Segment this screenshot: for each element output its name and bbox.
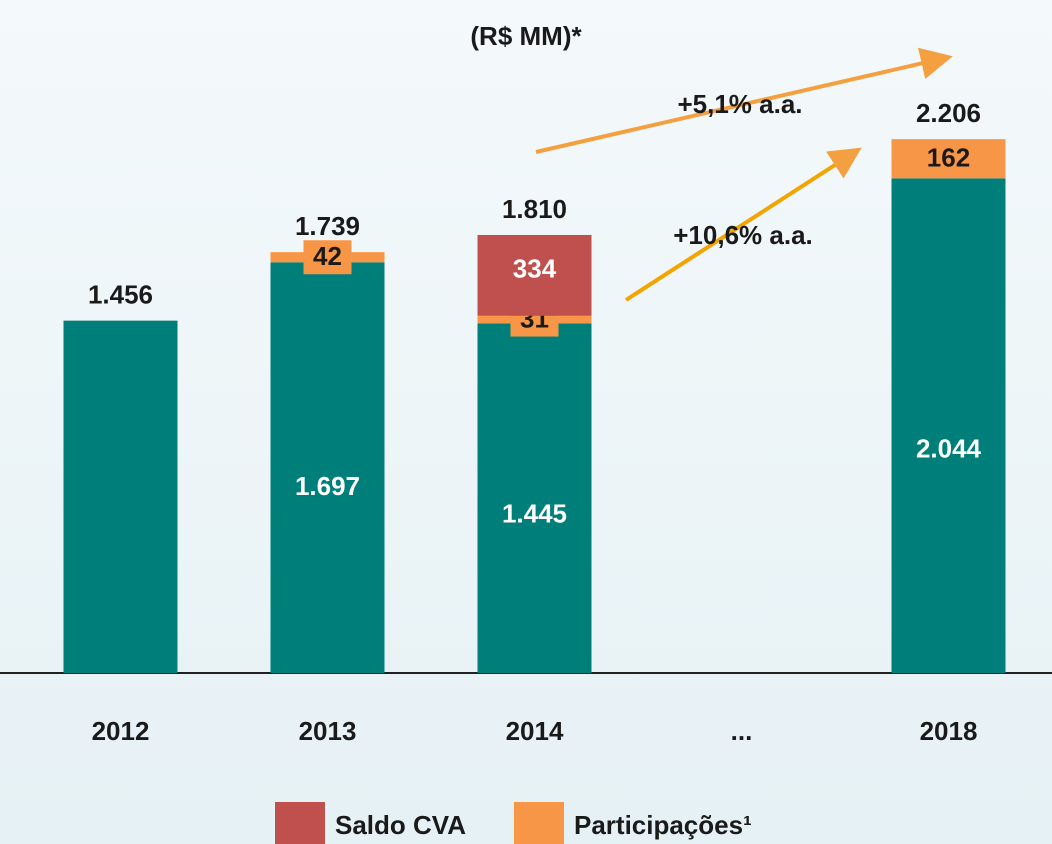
bar-segment	[892, 178, 1006, 673]
annotation: +10,6% a.a.	[673, 220, 813, 250]
bar-segment	[271, 262, 385, 673]
bar-segment	[64, 321, 178, 673]
value-label: 42	[313, 241, 342, 271]
annotation: +5,1% a.a.	[677, 89, 802, 119]
chart: (R$ MM)* +5,1% a.a. +10,6% a.a. 2012 1.45…	[0, 0, 1052, 844]
total-label: 1.456	[88, 280, 153, 310]
total-label: 1.739	[295, 211, 360, 241]
value-label: 1.697	[295, 471, 360, 501]
value-label: 1.445	[502, 499, 567, 529]
x-tick-label: ...	[731, 716, 753, 746]
x-tick-label: 2013	[299, 716, 357, 746]
page: (R$ MM)* +5,1% a.a. +10,6% a.a. 2012 1.45…	[0, 0, 1052, 844]
x-tick-label: 2012	[92, 716, 150, 746]
total-label: 1.810	[502, 194, 567, 224]
value-label: 162	[927, 143, 970, 173]
value-label: 334	[513, 253, 557, 283]
legend-swatch	[514, 802, 564, 844]
x-tick-label: 2018	[920, 716, 978, 746]
total-label: 2.206	[916, 98, 981, 128]
value-label: 2.044	[916, 433, 982, 463]
chart-subtitle: (R$ MM)*	[470, 21, 582, 51]
x-tick-label: 2014	[506, 716, 564, 746]
legend-label: Participações¹	[574, 810, 752, 840]
legend-label: Saldo CVA	[335, 810, 466, 840]
legend-swatch	[275, 802, 325, 844]
